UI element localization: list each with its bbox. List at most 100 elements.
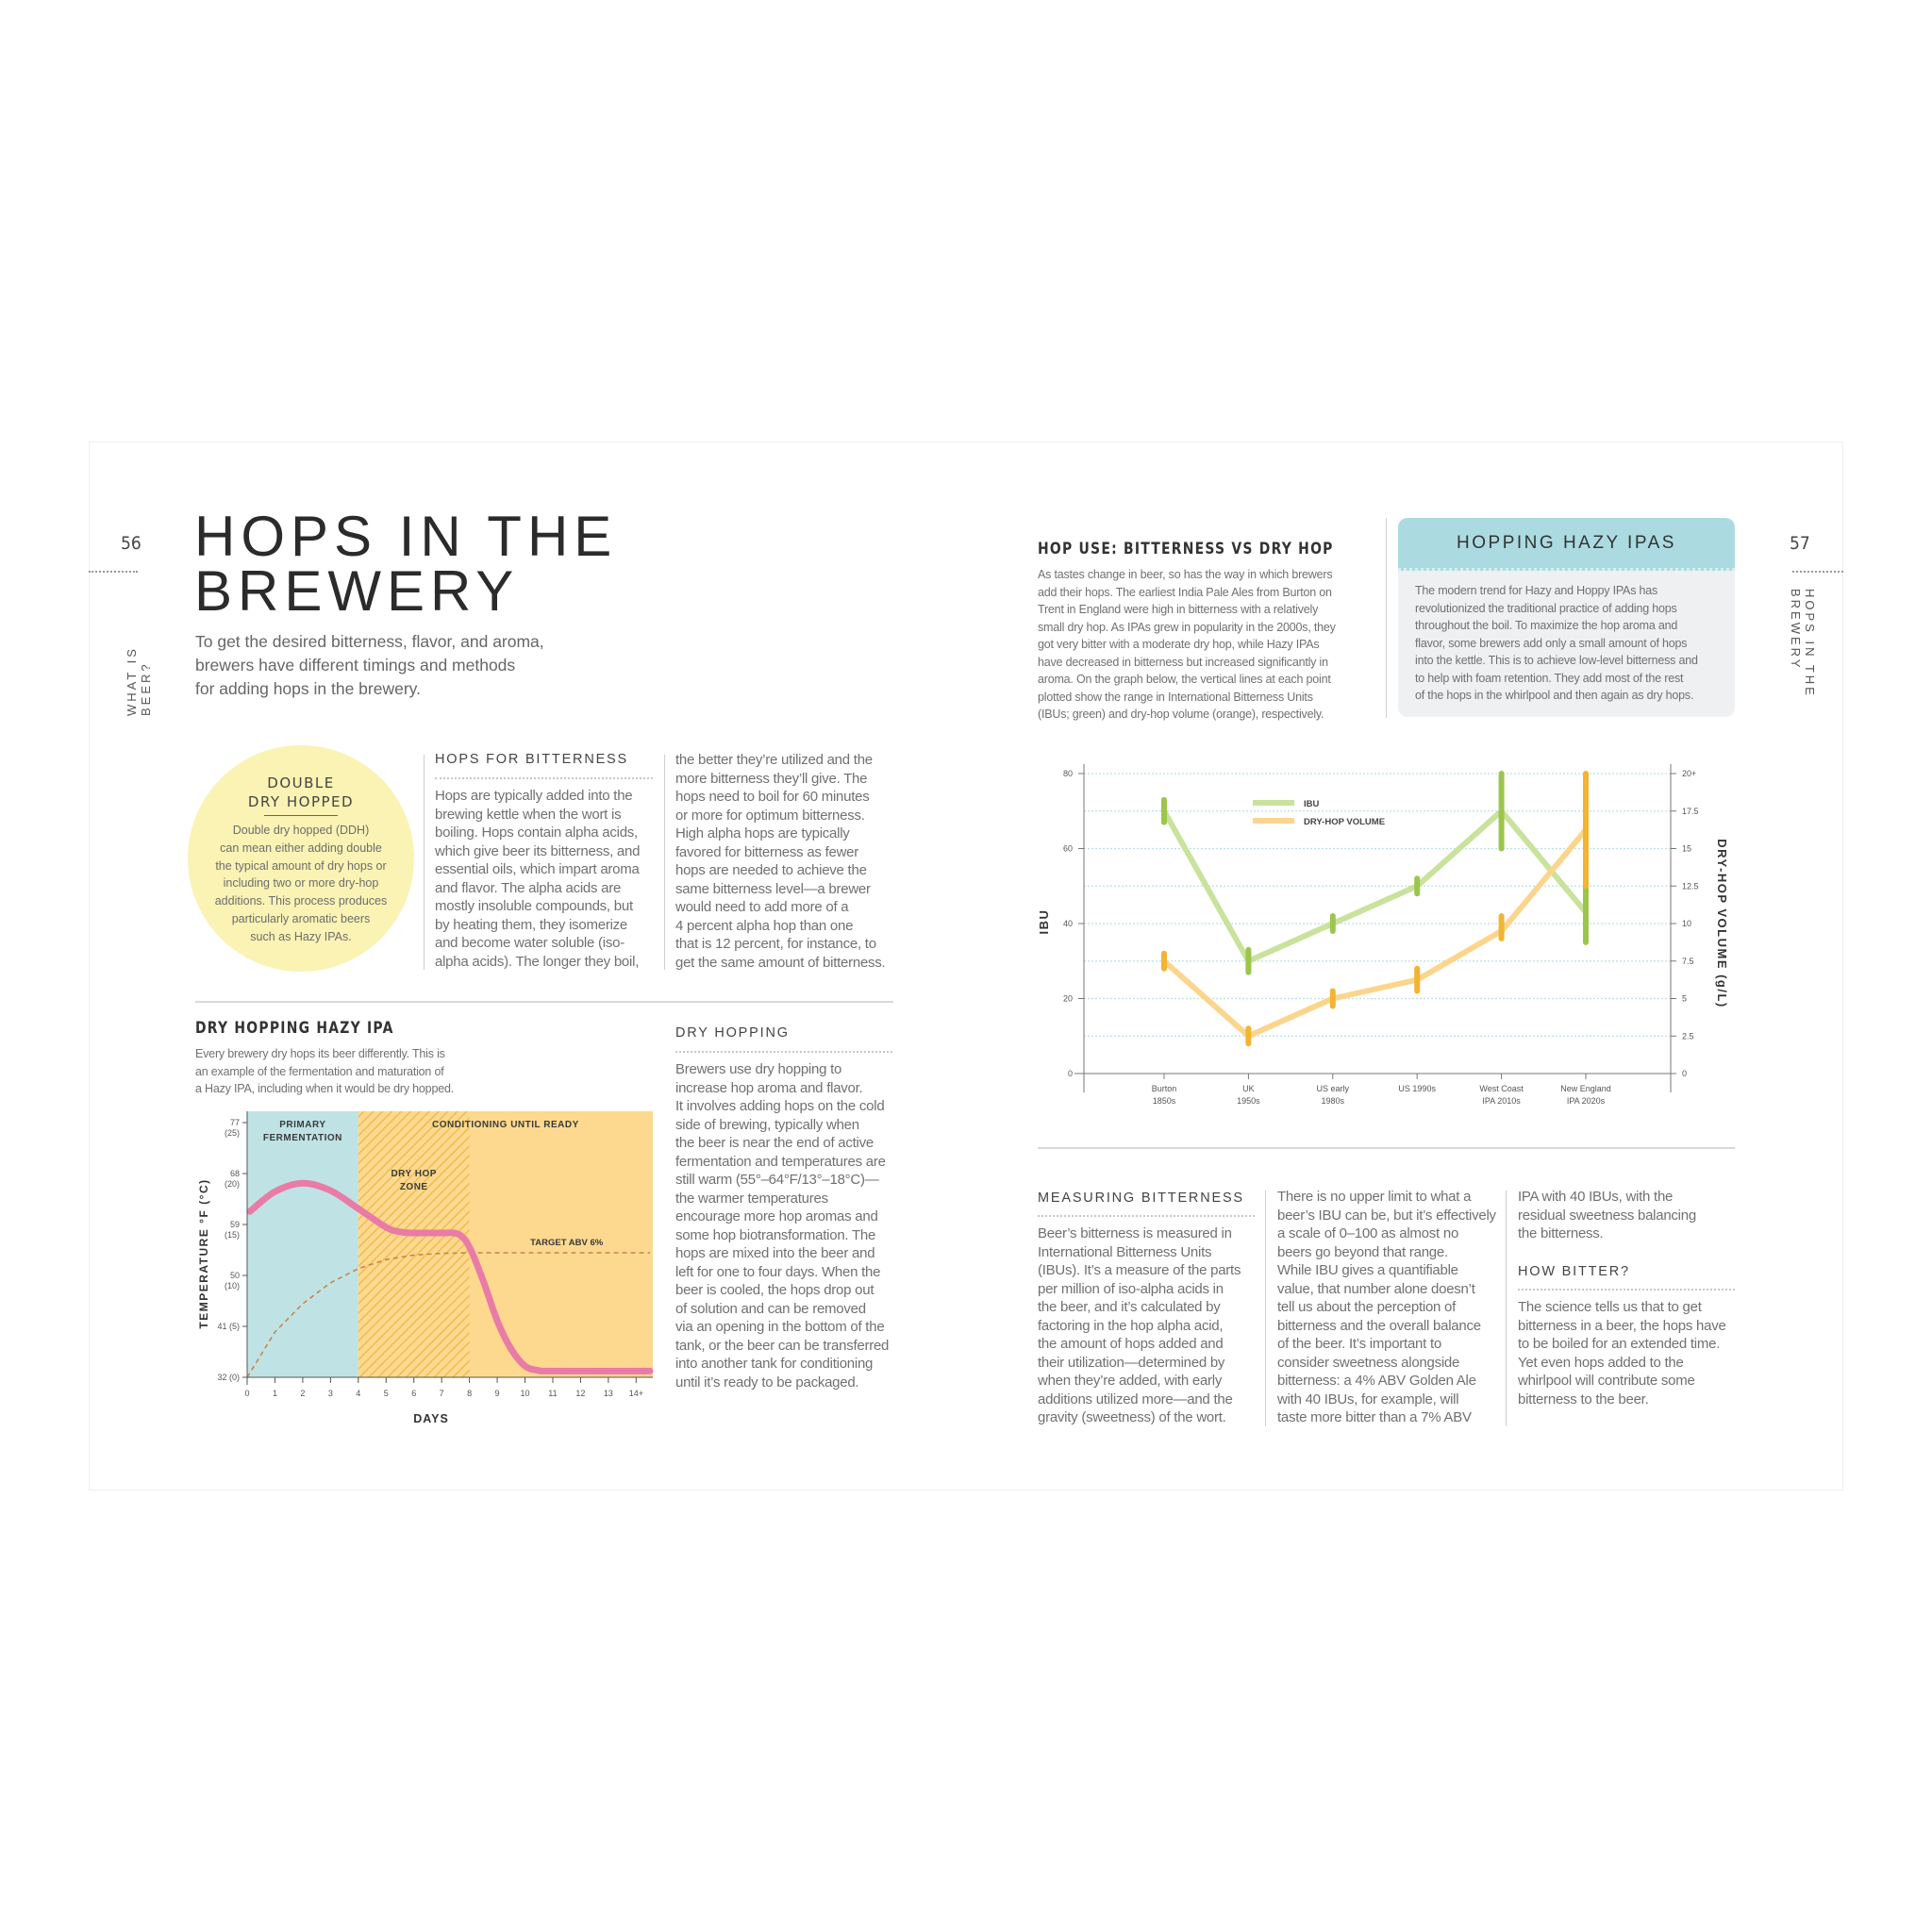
y-tick-label: 50: [230, 1271, 240, 1280]
x-tick-label: 11: [548, 1389, 557, 1398]
hopping-hazy-ipas-heading: HOPPING HAZY IPAS: [1398, 518, 1735, 571]
text-line: value, that number alone doesn’t: [1277, 1280, 1475, 1297]
text-line: additions utilized more—and the: [1038, 1391, 1233, 1407]
text-line: IPA with 40 IBUs, with the: [1518, 1189, 1674, 1205]
text-line: BREWERY: [194, 559, 520, 623]
text-line: of solution and can be removed: [675, 1300, 866, 1317]
text-line: brewing kettle when the wort is: [435, 806, 622, 823]
text-line: encourage more hop aromas and: [675, 1208, 878, 1224]
text-line: boiling. Hops contain alpha acids,: [435, 824, 638, 841]
y-tick-sublabel: (10): [225, 1281, 240, 1291]
legend-label: DRY-HOP VOLUME: [1304, 817, 1385, 827]
text-line: HOPS IN THE: [194, 505, 618, 568]
how-bitter-heading: HOW BITTER?: [1518, 1264, 1630, 1279]
text-line: beers go beyond that range.: [1277, 1243, 1448, 1260]
text-line: DRY HOPPED: [247, 793, 355, 810]
text-line: some hop biotransformation. The: [675, 1226, 876, 1243]
x-tick-label: 14+: [629, 1389, 643, 1398]
dry-hopping-temperature-chart: PRIMARY FERMENTATION CONDITIONING UNTIL RE…: [197, 1111, 654, 1425]
x-tick-label: 1950s: [1237, 1096, 1260, 1106]
text-line: Double dry hopped (DDH): [232, 824, 370, 837]
y2-tick-label: 2.5: [1682, 1031, 1694, 1041]
y2-tick-label: 0: [1682, 1069, 1687, 1078]
text-line: Every brewery dry hops its beer differen…: [195, 1047, 445, 1060]
text-line: can mean either adding double: [220, 841, 382, 855]
text-line: of the hops in the whirlpool and then ag…: [1415, 689, 1694, 702]
series-line-1: [1162, 827, 1589, 1040]
y-tick-label: 77: [230, 1118, 240, 1127]
column-divider: [1386, 518, 1387, 718]
book-spread: [89, 441, 1843, 1491]
running-head-left: WHAT IS BEER?: [125, 646, 153, 716]
target-abv-line: [246, 1252, 651, 1378]
text-line: gravity (sweetness) of the wort.: [1038, 1409, 1226, 1425]
page-number-left: 56: [121, 533, 142, 554]
hop-use-heading: HOP USE: BITTERNESS VS DRY HOP: [1038, 540, 1334, 558]
x-tick-label: 6: [411, 1389, 416, 1398]
y2-tick-label: 12.5: [1682, 881, 1699, 891]
text-line: whirlpool will contribute some: [1518, 1373, 1695, 1389]
heading-rule: [435, 777, 653, 779]
text-line: mostly insoluble compounds, but: [435, 898, 633, 914]
x-tick-label: 3: [328, 1389, 333, 1398]
text-line: Yet even hops added to the: [1518, 1354, 1684, 1371]
text-line: by heating them, they isomerize: [435, 916, 628, 933]
text-line: consider sweetness alongside: [1277, 1354, 1460, 1371]
text-line: aroma. On the graph below, the vertical …: [1038, 673, 1331, 686]
text-line: the bitterness.: [1518, 1225, 1604, 1241]
text-line: To get the desired bitterness, flavor, a…: [195, 632, 544, 651]
text-line: would need to add more of a: [675, 899, 849, 915]
intro-text: To get the desired bitterness, flavor, a…: [195, 630, 544, 701]
text-line: still warm (55°–64°F/13°–18°C)—: [675, 1172, 879, 1188]
text-line: when they’re added, with early: [1038, 1373, 1223, 1389]
text-line: get the same amount of bitterness.: [675, 954, 886, 971]
text-line: of the beer. It’s important to: [1277, 1336, 1441, 1352]
series-line-0: [1161, 808, 1589, 964]
heading-rule: [1518, 1289, 1735, 1291]
hop-use-body: As tastes change in beer, so has the way…: [1038, 566, 1336, 724]
text-line: throughout the boil. To maximize the hop…: [1415, 619, 1678, 632]
y-tick-label: 80: [1063, 769, 1073, 778]
text-line: taste more bitter than a 7% ABV: [1277, 1409, 1472, 1425]
text-line: a Hazy IPA, including when it would be d…: [195, 1082, 454, 1095]
x-tick-label: 7: [440, 1389, 444, 1398]
running-head-right: HOPS IN THE BREWERY: [1789, 589, 1817, 698]
text-line: revolutionized the traditional practice …: [1415, 601, 1677, 615]
callout-body: Double dry hopped (DDH) can mean either a…: [188, 822, 414, 946]
page-number-right: 57: [1790, 533, 1810, 554]
callout-underline: [264, 815, 338, 816]
page-title: HOPS IN THE BREWERY: [194, 505, 618, 623]
x-tick-label: US early: [1317, 1084, 1350, 1093]
text-line: alpha acids). The longer they boil,: [435, 953, 640, 970]
y-tick-label: 40: [1063, 919, 1073, 928]
text-line: High alpha hops are typically: [675, 825, 850, 841]
text-line: fermentation and temperatures are: [675, 1153, 886, 1170]
column-divider: [1265, 1191, 1266, 1426]
text-line: an example of the fermentation and matur…: [195, 1064, 444, 1078]
zone-0: [247, 1111, 358, 1377]
y-tick-label: 32 (0): [217, 1373, 240, 1382]
text-line: the better they’re utilized and the: [675, 752, 873, 768]
text-line: International Bitterness Units: [1038, 1243, 1212, 1260]
y-tick-label: 20: [1063, 994, 1073, 1004]
text-line: Hops are typically added into the: [435, 788, 633, 804]
text-line: such as Hazy IPAs.: [250, 929, 352, 943]
measuring-bitterness-heading: MEASURING BITTERNESS: [1038, 1191, 1244, 1206]
text-line: hops need to boil for 60 minutes: [675, 789, 870, 805]
text-line: via an opening in the bottom of the: [675, 1319, 885, 1335]
text-line: that is 12 percent, for instance, to: [675, 936, 876, 952]
hops-for-bitterness-heading: HOPS FOR BITTERNESS: [435, 752, 628, 767]
text-line: Beer’s bitterness is measured in: [1038, 1225, 1232, 1241]
text-line: tank, or the beer can be transferred: [675, 1337, 890, 1354]
text-line: The science tells us that to get: [1518, 1299, 1702, 1315]
text-line: brewers have different timings and metho…: [195, 656, 516, 675]
text-line: (IBUs; green) and dry-hop volume (orange…: [1038, 708, 1324, 721]
heading-rule: [675, 1051, 892, 1053]
legend-label: IBU: [1304, 799, 1320, 809]
dry-hopping-body: Brewers use dry hopping to increase hop a…: [675, 1060, 889, 1391]
text-line: hops are mixed into the beer and: [675, 1245, 875, 1261]
text-line: DOUBLE: [267, 774, 335, 791]
x-tick-label: UK: [1242, 1084, 1255, 1093]
y2-tick-label: 5: [1682, 994, 1687, 1004]
y-tick-label: 41 (5): [217, 1322, 240, 1331]
